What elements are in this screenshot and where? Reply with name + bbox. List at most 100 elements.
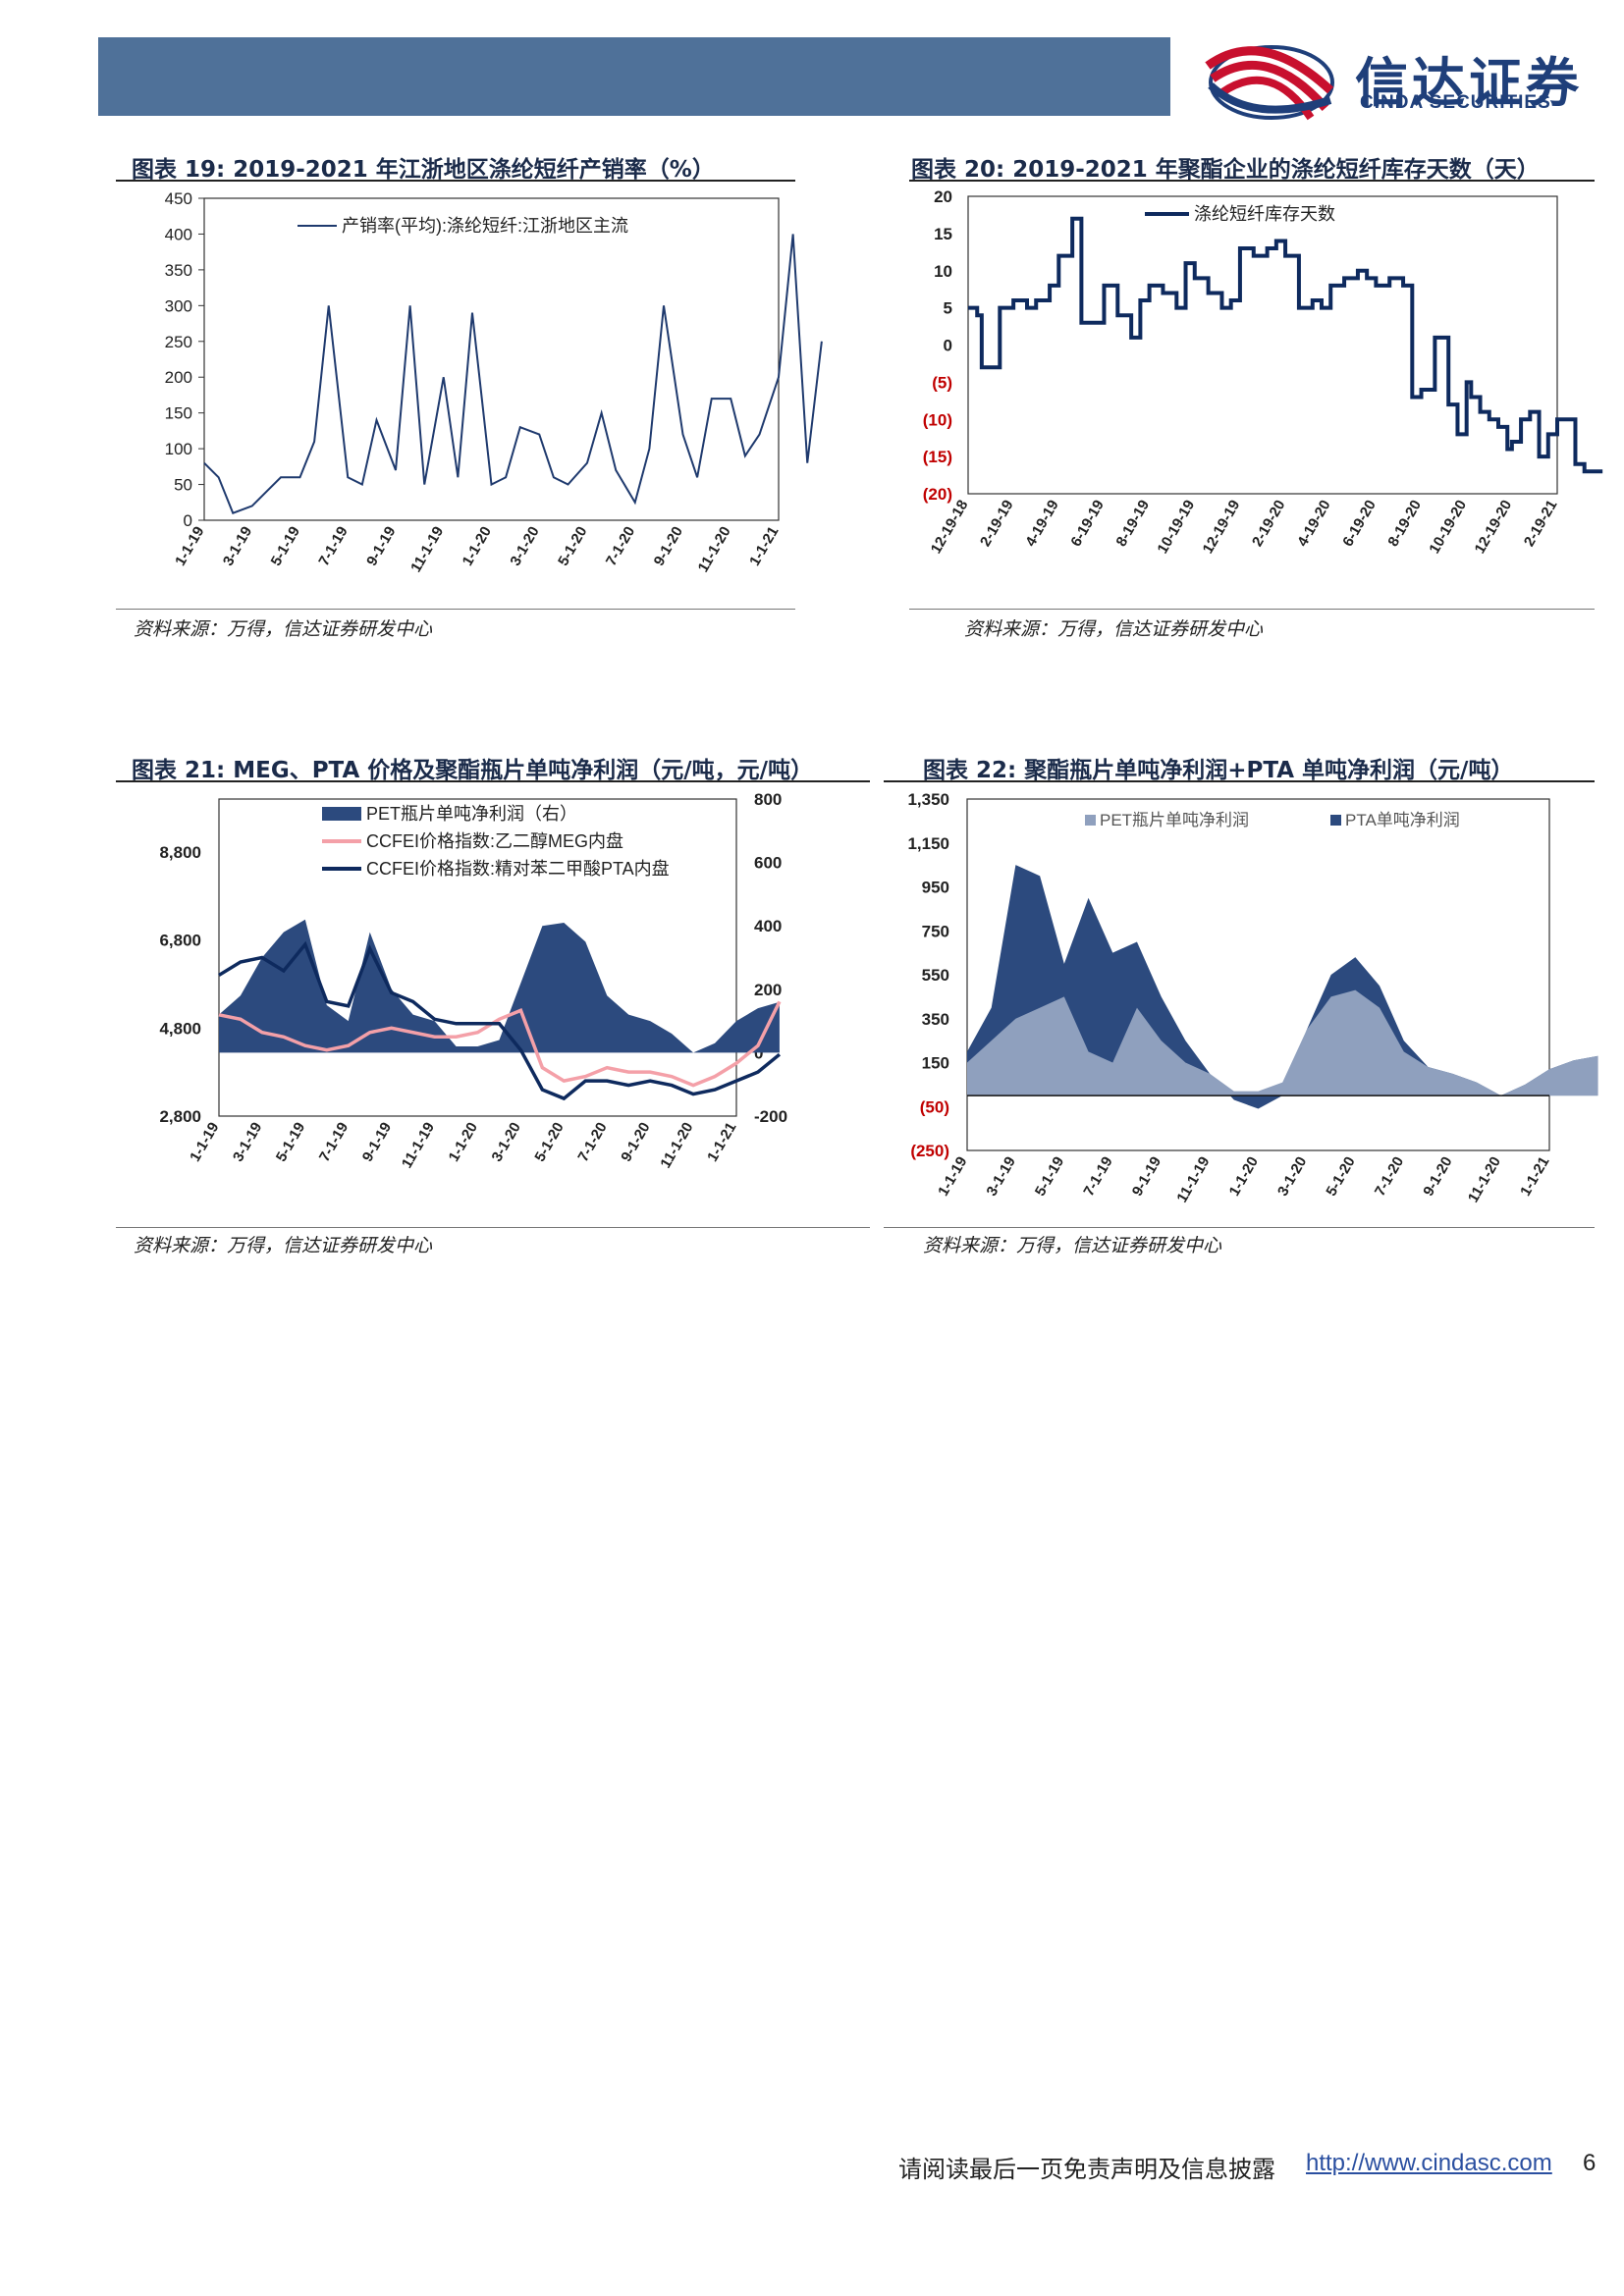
chart-21-legend-label-pet: PET瓶片单吨净利润（右） [366,804,577,824]
chart-22-y-tick: (250) [910,1142,949,1160]
chart-19-x-tick: 3-1-19 [220,524,255,569]
chart-19-x-tick: 1-1-21 [746,524,782,569]
chart-22-x-tick: 1-1-19 [935,1154,970,1200]
chart-20-x-tick: 8-19-20 [1384,498,1425,550]
chart-22-x-tick: 9-1-20 [1420,1154,1455,1200]
chart-20-x-tick: 12-19-18 [928,498,972,558]
chart-19-x-tick: 9-1-19 [363,524,399,569]
chart-22-x-tick: 5-1-19 [1032,1154,1067,1200]
chart-22-plot-frame [966,798,1550,1151]
chart-19-source: 资料来源：万得，信达证券研发中心 [134,618,433,640]
chart-21-x-tick: 3-1-20 [488,1120,523,1165]
chart-21-x-tick: 1-1-19 [187,1120,222,1165]
chart-19-x-tick: 11-1-20 [695,524,734,576]
chart-21-y-left-tick: 2,800 [159,1107,201,1126]
chart-20-top-rule [909,180,1595,182]
chart-21-x-tick: 3-1-19 [230,1120,265,1165]
chart-22-y-tick: 550 [922,966,949,985]
chart-22-y-tick: 1,150 [907,834,949,853]
chart-22-top-rule [884,780,1595,782]
chart-21-legend-label-pta: CCFEI价格指数:精对苯二甲酸PTA内盘 [366,859,670,879]
chart-22-y-tick: 350 [922,1010,949,1029]
chart-20-x-tick: 12-19-19 [1200,498,1244,558]
chart-21-x-tick: 9-1-20 [618,1120,653,1165]
chart-21-y-right-tick: 400 [754,917,782,935]
chart-19-y-tick: 450 [165,189,192,208]
chart-22-legend-label-pta: PTA单吨净利润 [1345,811,1460,829]
chart-19-x-tick: 5-1-20 [555,524,590,569]
chart-19-bottom-rule [116,609,795,610]
chart-22-bottom-rule [884,1227,1595,1228]
chart-21-x-tick: 7-1-19 [316,1120,352,1165]
chart-20-title: 图表 20: 2019-2021 年聚酯企业的涤纶短纤库存天数（天） [911,157,1540,183]
chart-19-x-tick: 11-1-19 [407,524,447,576]
chart-20-plot-frame [967,195,1558,495]
chart-22-x-tick: 3-1-19 [983,1154,1018,1200]
chart-21-x-tick: 5-1-19 [273,1120,308,1165]
chart-20-series-line [968,216,1603,474]
chart-22-x-tick: 11-1-19 [1173,1154,1213,1206]
chart-21-y-left-tick: 6,800 [159,932,201,950]
chart-22-x-tick: 7-1-20 [1372,1154,1407,1200]
chart-19-x-tick: 1-1-19 [172,524,207,569]
chart-22-y-tick: 950 [922,879,949,897]
chart-20-bottom-rule [909,609,1595,610]
chart-22-source: 资料来源：万得，信达证券研发中心 [923,1235,1222,1256]
chart-19-x-tick: 9-1-20 [651,524,686,569]
chart-21-legend-swatch-pet [322,807,361,821]
chart-21-x-tick: 5-1-20 [531,1120,567,1165]
page-number: 6 [1583,2150,1597,2176]
chart-20-x-tick: 4-19-20 [1294,498,1334,550]
chart-19-legend-label: 产销率(平均):涤纶短纤:江浙地区主流 [342,216,628,236]
chart-21-plot-frame [218,798,737,1117]
brand-logo: 信达证券 CINDA SECURITIES [1193,31,1605,125]
chart-21-y-left-tick: 8,800 [159,843,201,862]
chart-20-x-tick: 2-19-20 [1249,498,1289,550]
chart-20-x-tick: 6-19-20 [1339,498,1380,550]
chart-20-x-tick: 8-19-19 [1113,498,1154,550]
chart-20-x-tick: 4-19-19 [1022,498,1062,550]
chart-21-bottom-rule [116,1227,870,1228]
chart-19-y-tick: 200 [165,368,192,387]
chart-22-legend-label-pet: PET瓶片单吨净利润 [1100,811,1249,829]
chart-22-title: 图表 22: 聚酯瓶片单吨净利润+PTA 单吨净利润（元/吨） [923,758,1514,783]
chart-19-x-tick: 7-1-19 [315,524,351,569]
chart-21-series-pta-line [218,940,782,1101]
chart-21-source: 资料来源：万得，信达证券研发中心 [134,1235,433,1256]
chart-22-y-tick: 150 [922,1054,949,1073]
chart-19-y-tick: 250 [165,333,192,351]
chart-21-y-right-tick: -200 [754,1107,787,1126]
chart-22-x-tick: 5-1-20 [1323,1154,1358,1200]
chart-20-y-tick: (15) [923,448,952,466]
chart-21-x-tick: 11-1-20 [657,1120,696,1172]
chart-22: 1,350 1,150 950 750 550 350 150 (50) (250) PET瓶片单… [907,790,1598,1206]
chart-20-y-tick: 5 [944,299,952,318]
chart-19-top-rule [116,180,795,182]
chart-22-legend-swatch-pet [1085,815,1096,826]
chart-22-y-tick: (50) [920,1097,949,1116]
chart-22-y-tick: 1,350 [907,790,949,809]
chart-19-x-tick: 1-1-20 [460,524,495,569]
chart-21-title: 图表 21: MEG、PTA 价格及聚酯瓶片单吨净利润（元/吨，元/吨） [132,758,814,783]
chart-19-y-tick: 0 [184,511,192,530]
chart-22-x-tick: 11-1-20 [1465,1154,1504,1206]
chart-19-title: 图表 19: 2019-2021 年江浙地区涤纶短纤产销率（%） [132,157,715,183]
chart-22-legend-swatch-pta [1330,815,1341,826]
chart-20-y-tick: (10) [923,410,952,429]
chart-22-x-tick: 1-1-21 [1517,1154,1552,1200]
chart-21-x-tick: 7-1-20 [574,1120,610,1165]
chart-20-x-tick: 2-19-21 [1521,498,1561,550]
chart-21-x-tick: 9-1-19 [359,1120,395,1165]
chart-21-x-tick: 1-1-21 [704,1120,739,1165]
chart-21: 8,800 6,800 4,800 2,800 800 600 400 200 0 -200 PET… [159,790,787,1172]
chart-21-y-right-tick: 800 [754,790,782,809]
chart-22-y-tick: 750 [922,922,949,940]
chart-20-x-tick: 6-19-19 [1067,498,1108,550]
brand-name-cn: 信达证券 [1355,52,1583,114]
chart-22-x-tick: 7-1-19 [1080,1154,1115,1200]
chart-20-x-tick: 2-19-19 [977,498,1017,550]
brand-name-en: CINDA SECURITIES [1360,92,1551,113]
footer-website-link[interactable]: http://www.cindasc.com [1306,2150,1552,2176]
chart-22-x-tick: 1-1-20 [1226,1154,1262,1200]
